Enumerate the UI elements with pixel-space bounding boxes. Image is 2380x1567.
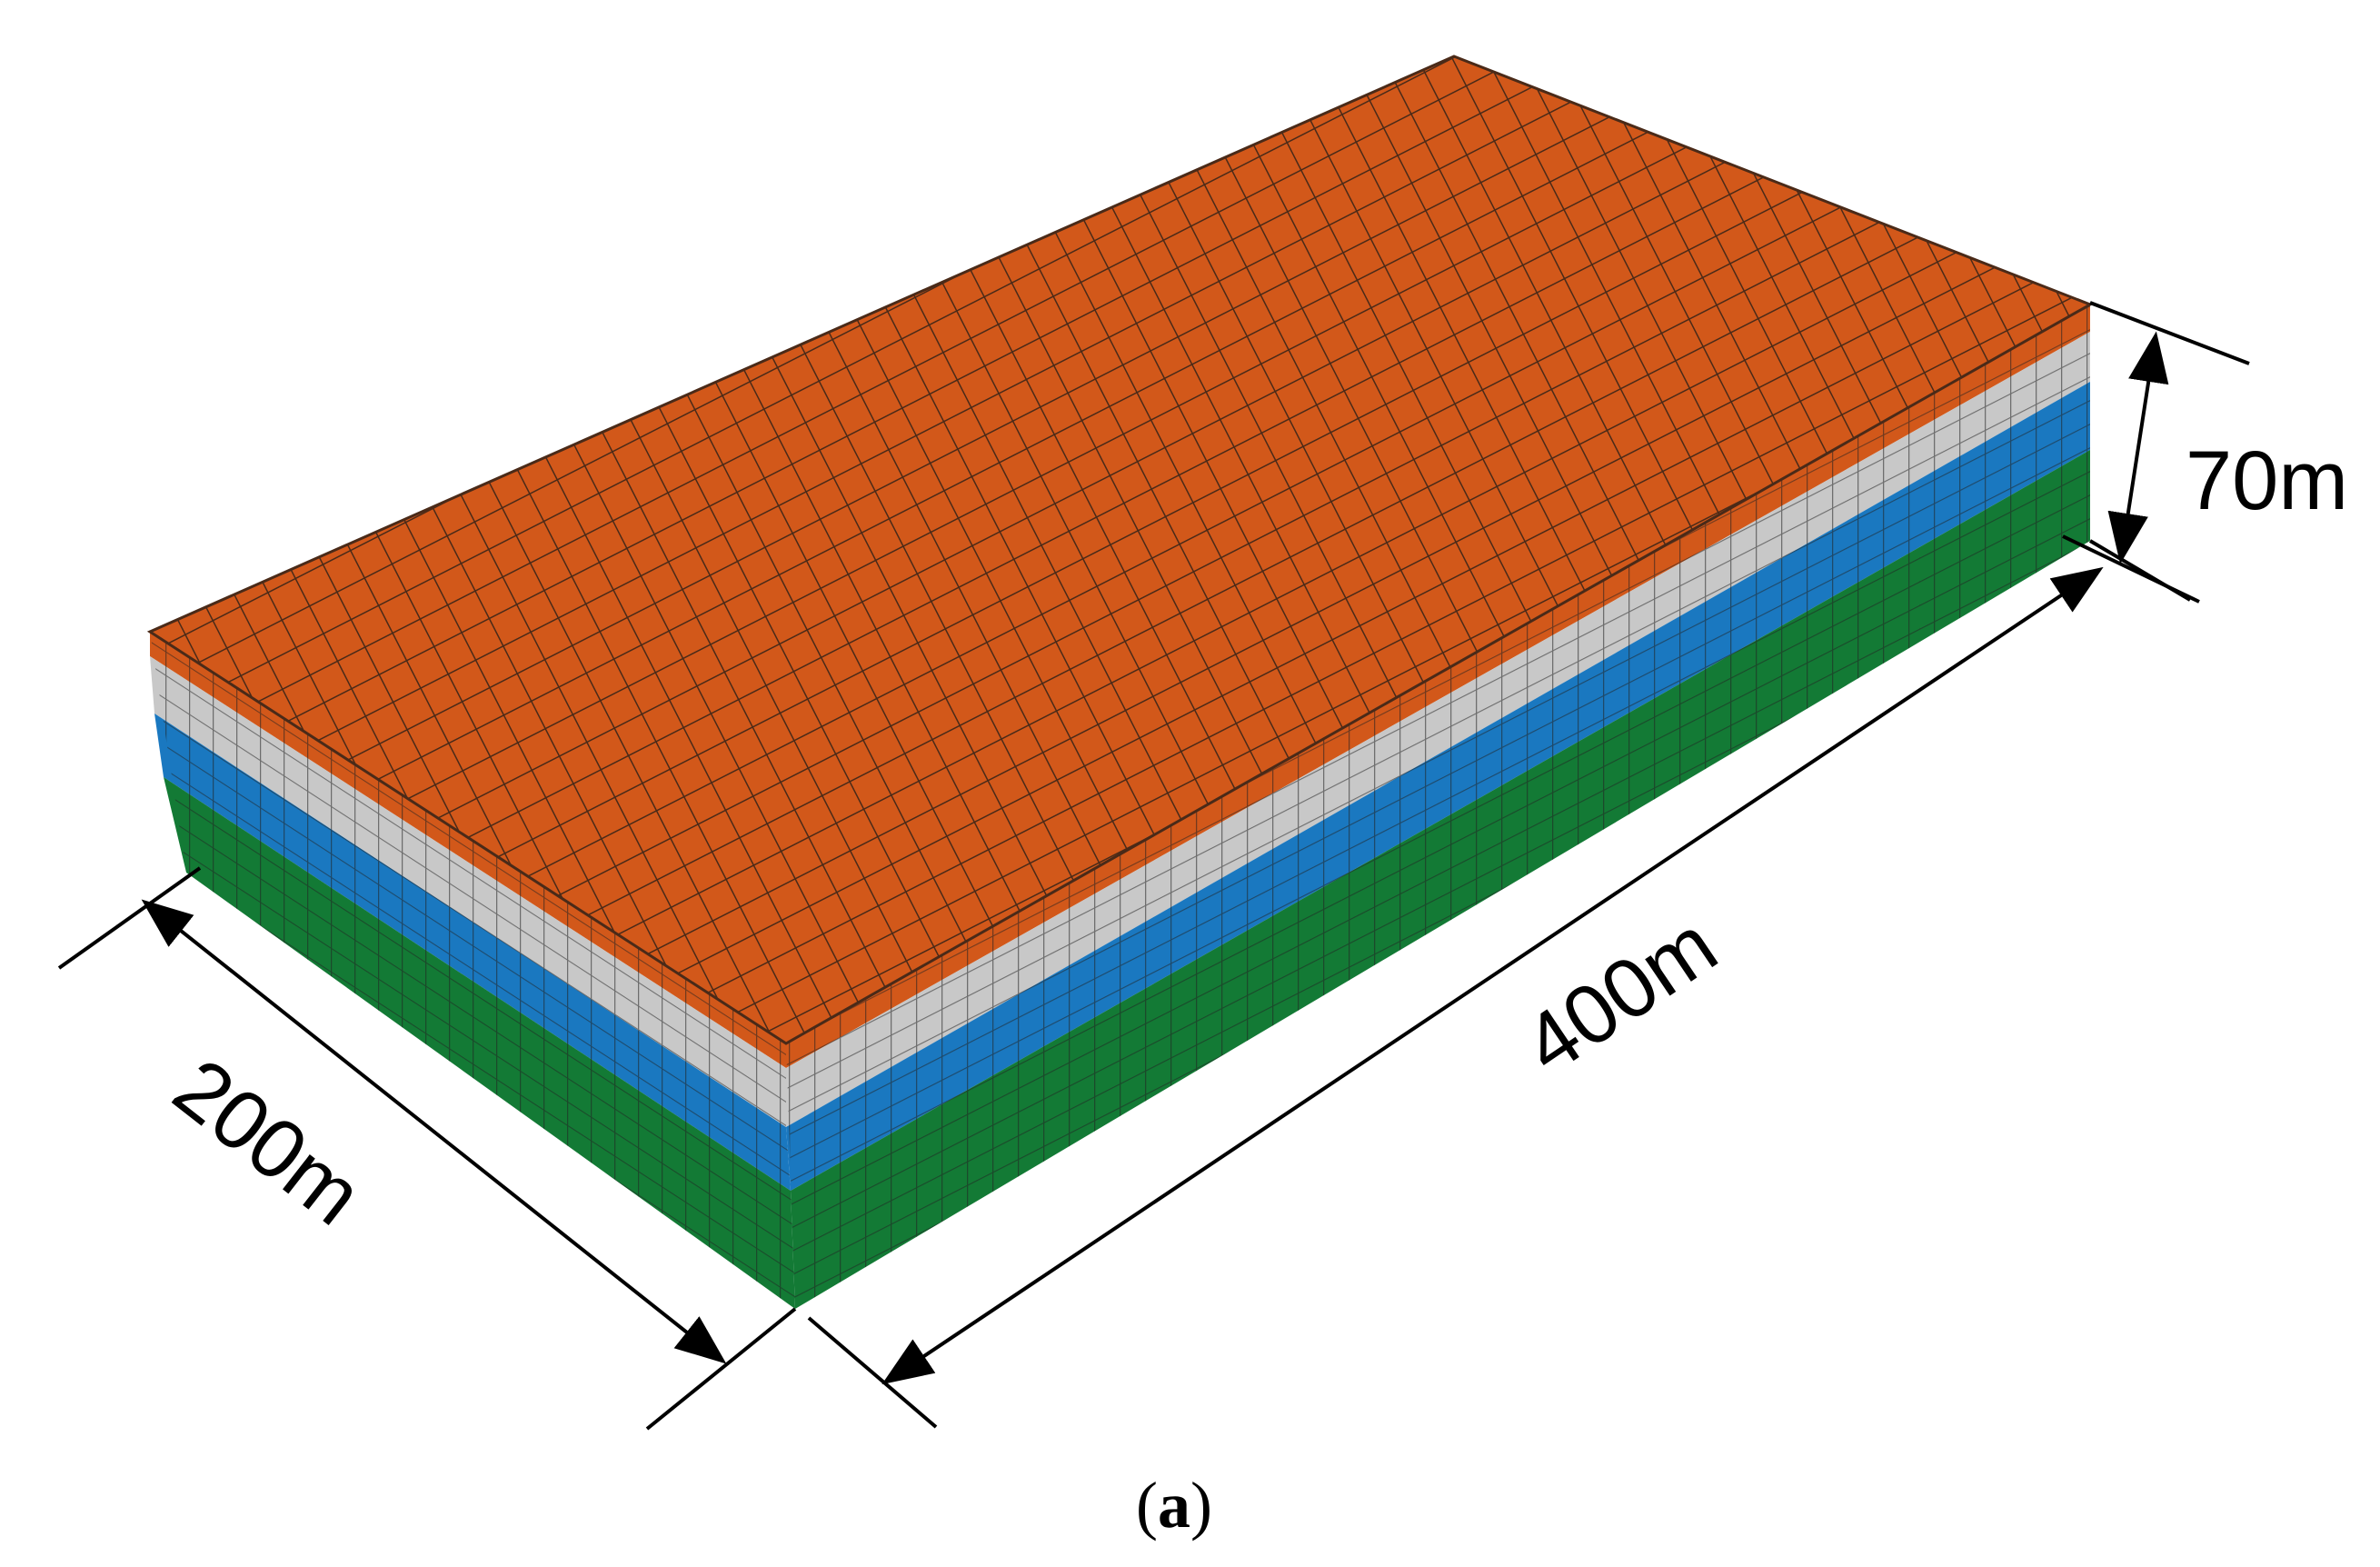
caption-letter: a [1158,1469,1190,1542]
height-dimension-line [2107,331,2169,564]
height-label: 70m [2186,434,2348,527]
length-extension-line-left [807,1316,938,1429]
width-extension-line-right [645,1307,797,1431]
length-dimension-line [881,566,2104,1385]
figure-caption: (a) [1136,1469,1212,1542]
height-dimension: 70m [2062,301,2348,604]
length-label: 400m [1508,898,1733,1092]
height-extension-line-bottom [2062,534,2200,604]
width-dimension-line [141,899,727,1364]
caption-open: ( [1136,1469,1158,1542]
caption-close: ) [1190,1469,1212,1542]
height-extension-line-top [2089,301,2250,365]
width-extension-line-left [57,866,202,970]
width-label: 200m [157,1041,379,1243]
